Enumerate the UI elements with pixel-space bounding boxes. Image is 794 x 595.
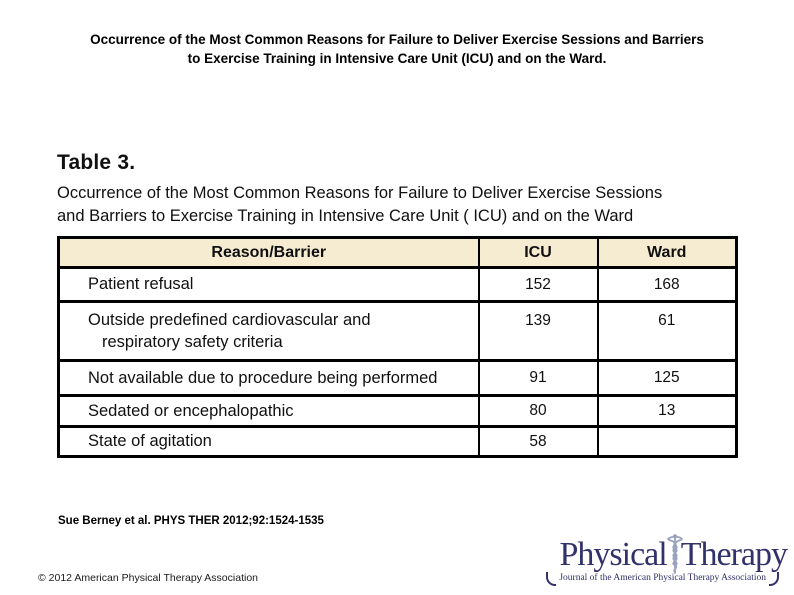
icu-cell: 139 [477,300,599,362]
copyright: © 2012 American Physical Therapy Associa… [38,572,258,584]
table-row: Sedated or encephalopathic 80 13 [57,394,738,428]
table-row: Not available due to procedure being per… [57,359,738,397]
slide-title-line-1: Occurrence of the Most Common Reasons fo… [90,32,704,47]
reason-cell: Not available due to procedure being per… [57,359,480,397]
ward-cell: 13 [596,394,738,428]
journal-logo: Physical Therapy Journal of the American… [525,534,788,586]
table-header-row: Reason/Barrier ICU Ward [57,236,738,269]
reason-text: Outside predefined cardiovascular and re… [88,311,371,351]
caduceus-icon [663,533,687,575]
table-figure: Table 3. Occurrence of the Most Common R… [57,151,738,458]
icu-cell: 91 [477,359,599,397]
journal-logo-wordmark: Physical Therapy [525,534,788,575]
logo-word-therapy: Therapy [680,536,788,573]
table-row: State of agitation 58 [57,425,738,458]
reason-cell: State of agitation [57,425,480,458]
ward-cell: 125 [596,359,738,397]
icu-cell: 80 [477,394,599,428]
table-label: Table 3. [57,151,136,174]
header-cell-icu: ICU [477,236,599,269]
ward-cell: 61 [596,300,738,362]
table-row: Outside predefined cardiovascular and re… [57,300,738,362]
header-cell-ward: Ward [596,236,738,269]
table-caption: Occurrence of the Most Common Reasons fo… [57,182,735,227]
journal-logo-tagline: Journal of the American Physical Therapy… [525,571,787,586]
reason-cell: Sedated or encephalopathic [57,394,480,428]
tagline-flourish-right-icon [769,572,779,586]
table-row: Patient refusal 152 168 [57,266,738,303]
slide-title: Occurrence of the Most Common Reasons fo… [0,30,794,68]
table-caption-line-1: Occurrence of the Most Common Reasons fo… [57,184,663,202]
icu-cell: 152 [477,266,599,303]
reason-cell: Outside predefined cardiovascular and re… [57,300,480,362]
tagline-flourish-left-icon [546,572,557,586]
tagline-text: Journal of the American Physical Therapy… [559,573,766,583]
table-caption-line-2: and Barriers to Exercise Training in Int… [57,206,634,225]
icu-cell: 58 [477,425,599,458]
ward-cell: 168 [596,266,738,303]
slide-title-line-2: to Exercise Training in Intensive Care U… [187,51,607,66]
ward-cell [596,425,738,458]
reason-cell: Patient refusal [57,266,480,303]
logo-word-physical: Physical [559,536,668,573]
header-cell-reason: Reason/Barrier [57,236,480,269]
citation: Sue Berney et al. PHYS THER 2012;92:1524… [58,515,324,527]
reasons-table: Reason/Barrier ICU Ward Patient refusal … [57,236,738,458]
